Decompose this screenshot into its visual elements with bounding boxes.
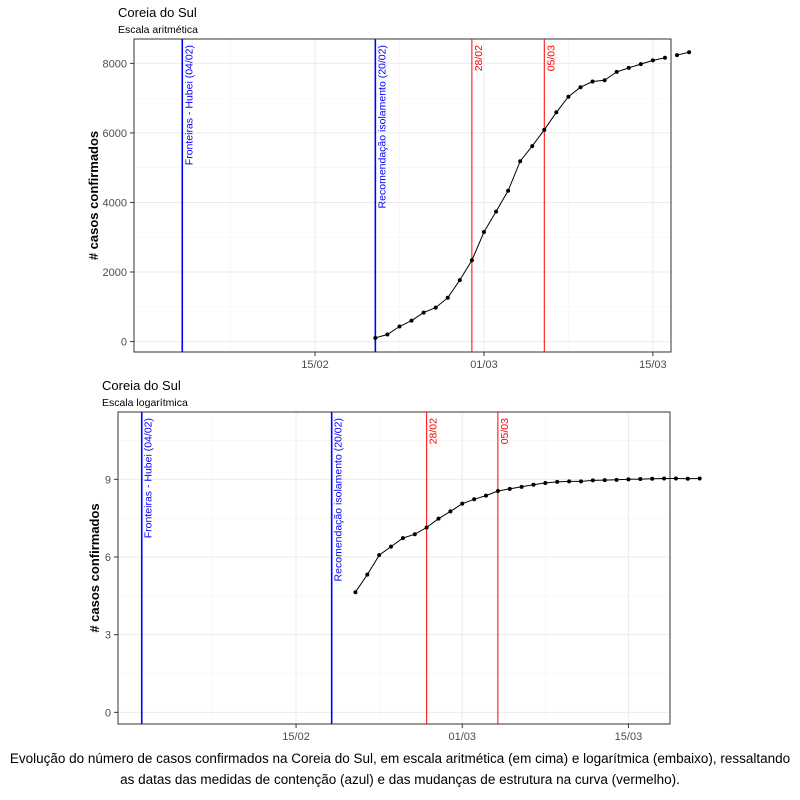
panel1-y-axis-label: # casos confirmados xyxy=(86,131,101,260)
panel1-vline-label: 28/02 xyxy=(473,45,485,71)
panel1-data-point xyxy=(518,159,523,164)
panel2-y-tick-label: 0 xyxy=(105,707,111,719)
panel2-data-point xyxy=(389,544,394,549)
panel2-data-point xyxy=(638,477,643,482)
panel2-data-point xyxy=(400,536,405,541)
panel2-data-point xyxy=(685,476,690,481)
panel1-data-point xyxy=(638,62,643,67)
panel1-data-point xyxy=(397,324,402,329)
panel1-series-line-1 xyxy=(375,57,666,339)
panel2-data-point xyxy=(590,478,595,483)
panel1-data-point xyxy=(650,58,655,63)
figure-caption: Evolução do número de casos confirmados … xyxy=(9,751,791,787)
panel1-x-tick-label: 01/03 xyxy=(470,359,498,371)
panel1-panel-border xyxy=(133,38,672,353)
panel2-data-point xyxy=(531,482,536,487)
panel2-data-point xyxy=(365,572,370,577)
panel1-series-line-2 xyxy=(676,51,690,56)
panel2-data-point xyxy=(697,476,702,481)
panel2-data-point xyxy=(555,479,560,484)
panel2-data-point xyxy=(519,484,524,489)
panel2-data-point xyxy=(650,476,655,481)
panel1-chart-title: Coreia do Sul xyxy=(118,5,197,20)
panel2-series-line-1 xyxy=(354,478,700,593)
panel1-data-point xyxy=(602,78,607,83)
panel1-y-tick-label: 8000 xyxy=(103,58,127,70)
panel1-data-point xyxy=(554,110,559,115)
panel1-data-point xyxy=(409,318,414,323)
panel1-data-point xyxy=(578,85,583,90)
panel2-data-point xyxy=(626,477,631,482)
panel2-vline-label: Fronteiras - Hubei (04/02) xyxy=(143,418,155,538)
panel2-y-tick-label: 6 xyxy=(105,552,111,564)
panel2-data-point xyxy=(460,501,465,506)
panel1-data-point xyxy=(662,55,667,60)
panel2-chart-subtitle: Escala logarítmica xyxy=(102,397,188,409)
panel1-data-point xyxy=(373,335,378,340)
panel2-x-tick-label: 15/02 xyxy=(282,731,310,743)
panel1-data-point xyxy=(469,258,474,263)
panel1-x-tick-label: 15/03 xyxy=(639,359,667,371)
panel2-data-point xyxy=(602,478,607,483)
panel1-y-tick-label: 0 xyxy=(121,337,127,349)
panel2-data-point xyxy=(424,525,429,530)
panel2-vline-label: 05/03 xyxy=(499,418,511,444)
panel2-chart-title: Coreia do Sul xyxy=(102,378,181,393)
panel1-data-point xyxy=(385,332,390,337)
panel1-data-point xyxy=(421,310,426,315)
panel2-y-axis-label: # casos confirmados xyxy=(87,503,102,632)
panel2-data-point xyxy=(448,509,453,514)
panel1-vline-label: Fronteiras - Hubei (04/02) xyxy=(183,45,195,165)
panel2-data-point xyxy=(614,477,619,482)
panel1-data-point xyxy=(614,69,619,74)
panel2-vline-label: Recomendação isolamento (20/02) xyxy=(333,418,345,581)
panel2-data-point xyxy=(662,476,667,481)
panel2-data-point xyxy=(377,553,382,558)
panel1-data-point xyxy=(675,53,680,58)
charts-figure: Coreia do Sul Escala aritmética 0 2000 4000 6… xyxy=(86,5,702,743)
panel1-chart-subtitle: Escala aritmética xyxy=(118,24,198,36)
panel1-vline-label: Recomendação isolamento (20/02) xyxy=(376,45,388,208)
panel1-y-tick-label: 4000 xyxy=(103,197,127,209)
panel2-data-point xyxy=(507,486,512,491)
panel1-data-point xyxy=(481,230,486,235)
panel2-data-point xyxy=(578,479,583,484)
panel1-y-tick-label: 6000 xyxy=(103,128,127,140)
panel2-y-tick-label: 3 xyxy=(105,630,111,642)
panel1-y-tick-label: 2000 xyxy=(103,267,127,279)
panel1-data-point xyxy=(433,305,438,310)
panel2-x-tick-label: 15/03 xyxy=(615,731,643,743)
panel1-vline-label: 05/03 xyxy=(545,45,557,71)
panel2-data-point xyxy=(484,493,488,498)
panel2-data-point xyxy=(673,476,678,481)
panel2-panel-border xyxy=(117,411,671,725)
panel2-data-point xyxy=(543,480,548,485)
panel1-data-point xyxy=(506,188,511,193)
panel2-data-point xyxy=(353,590,358,595)
panel2-data-point xyxy=(567,479,572,484)
panel1-data-point xyxy=(530,144,535,149)
panel2-y-tick-label: 9 xyxy=(105,474,111,486)
panel1-data-point xyxy=(457,278,462,283)
panel1-data-point xyxy=(445,295,450,300)
panel2-data-point xyxy=(412,532,417,537)
panel1-data-point xyxy=(494,209,499,214)
panel2-vline-label: 28/02 xyxy=(428,418,440,444)
panel1-data-point xyxy=(566,94,571,99)
panel2-data-point xyxy=(472,497,477,502)
panel2-data-point xyxy=(436,516,441,521)
panel1-data-point xyxy=(542,127,547,132)
panel2-data-point xyxy=(495,488,500,493)
panel1-data-point xyxy=(626,65,631,70)
panel2-x-tick-label: 01/03 xyxy=(448,731,476,743)
panel1-x-tick-label: 15/02 xyxy=(301,359,329,371)
panel1-data-point xyxy=(590,79,595,84)
panel1-data-point xyxy=(687,50,692,55)
